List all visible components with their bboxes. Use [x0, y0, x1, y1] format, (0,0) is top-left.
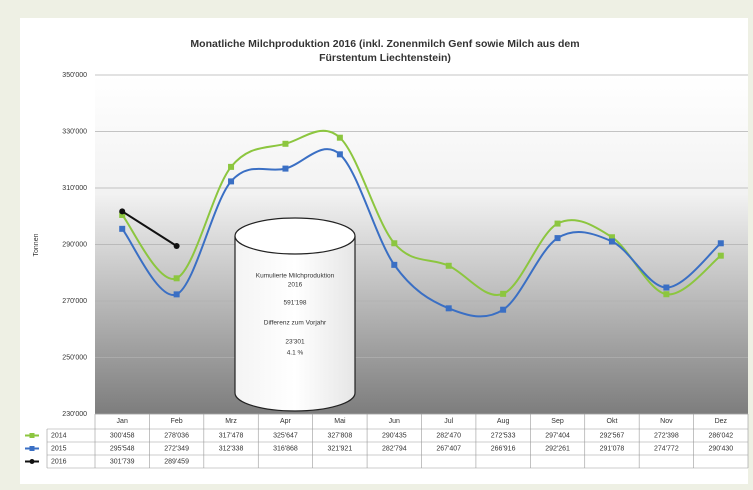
table-value: 272'349: [164, 445, 189, 452]
x-tick-label: Jun: [389, 418, 400, 425]
table-value: 301'739: [110, 458, 135, 465]
table-value: 292'567: [600, 432, 625, 439]
chart-title: Fürstentum Liechtenstein): [319, 52, 451, 64]
annotation-text: 2016: [288, 282, 303, 289]
table-value: 272'398: [654, 432, 679, 439]
x-tick-label: Aug: [497, 418, 510, 425]
table-value: 272'533: [491, 432, 516, 439]
marker: [608, 234, 615, 241]
marker: [663, 291, 670, 298]
y-tick-label: 230'000: [62, 411, 87, 418]
table-value: 266'916: [491, 445, 516, 452]
marker: [228, 178, 235, 185]
annotation-text: Differenz zum Vorjahr: [264, 320, 327, 327]
annotation-text: 23'301: [285, 339, 305, 346]
table-value: 278'036: [164, 432, 189, 439]
cumulative-annotation: Kumulierte Milchproduktion 2016 591'198 …: [234, 217, 356, 412]
x-tick-label: Jul: [444, 418, 453, 425]
marker: [445, 262, 452, 269]
y-axis-label: Tonnen: [33, 233, 40, 256]
annotation-text: Kumulierte Milchproduktion: [256, 273, 335, 280]
x-tick-label: Okt: [607, 418, 618, 425]
y-tick-label: 310'000: [62, 185, 87, 192]
y-tick-label: 350'000: [62, 72, 87, 79]
legend-marker: [29, 446, 35, 451]
legend-marker: [29, 459, 35, 464]
table-value: 274'772: [654, 445, 679, 452]
y-tick-label: 250'000: [62, 354, 87, 361]
legend-label: 2016: [51, 458, 67, 465]
table-value: 290'430: [708, 445, 733, 452]
marker: [336, 151, 343, 158]
x-tick-label: Apr: [280, 418, 292, 425]
table-value: 291'078: [600, 445, 625, 452]
table-value: 295'548: [110, 445, 135, 452]
table-value: 282'794: [382, 445, 407, 452]
marker: [173, 243, 180, 250]
marker: [500, 290, 507, 297]
marker: [173, 291, 180, 298]
table-value: 300'458: [110, 432, 135, 439]
table-value: 290'435: [382, 432, 407, 439]
x-tick-label: Nov: [660, 418, 673, 425]
y-tick-label: 270'000: [62, 298, 87, 305]
marker: [554, 235, 561, 242]
legend-label: 2014: [51, 432, 67, 439]
table-value: 282'470: [436, 432, 461, 439]
table-value: 316'868: [273, 445, 298, 452]
table-value: 327'808: [328, 432, 353, 439]
marker: [717, 252, 724, 259]
marker: [119, 208, 126, 215]
x-tick-label: Dez: [715, 418, 728, 425]
marker: [282, 165, 289, 172]
annotation-text: 591'198: [284, 300, 307, 307]
annotation-text: 4.1 %: [287, 350, 304, 357]
marker: [119, 225, 126, 232]
table-value: 312'338: [219, 445, 244, 452]
marker: [228, 163, 235, 170]
x-tick-label: Sep: [551, 418, 564, 425]
marker: [717, 240, 724, 247]
table-value: 267'407: [436, 445, 461, 452]
legend-label: 2015: [51, 445, 67, 452]
marker: [391, 240, 398, 247]
marker: [336, 134, 343, 141]
series-line: [121, 210, 178, 247]
marker: [445, 305, 452, 312]
marker: [500, 306, 507, 313]
marker: [119, 211, 126, 218]
x-tick-label: Mai: [334, 418, 346, 425]
marker: [391, 261, 398, 268]
x-tick-label: Jan: [117, 418, 128, 425]
cylinder-top: [234, 217, 356, 255]
table-value: 286'042: [708, 432, 733, 439]
table-value: 325'647: [273, 432, 298, 439]
table-value: 289'459: [164, 458, 189, 465]
chart-title: Monatliche Milchproduktion 2016 (inkl. Z…: [190, 38, 579, 50]
marker: [554, 220, 561, 227]
table-value: 292'261: [545, 445, 570, 452]
table-value: 297'404: [545, 432, 570, 439]
y-tick-label: 290'000: [62, 241, 87, 248]
marker: [663, 284, 670, 291]
y-tick-label: 330'000: [62, 128, 87, 135]
x-tick-label: Feb: [171, 418, 183, 425]
legend-marker: [29, 433, 35, 438]
table-value: 321'921: [328, 445, 353, 452]
table-value: 317'478: [219, 432, 244, 439]
marker: [282, 140, 289, 147]
x-tick-label: Mrz: [225, 418, 237, 425]
cylinder-body: [234, 236, 356, 412]
marker: [173, 275, 180, 282]
marker: [608, 238, 615, 245]
